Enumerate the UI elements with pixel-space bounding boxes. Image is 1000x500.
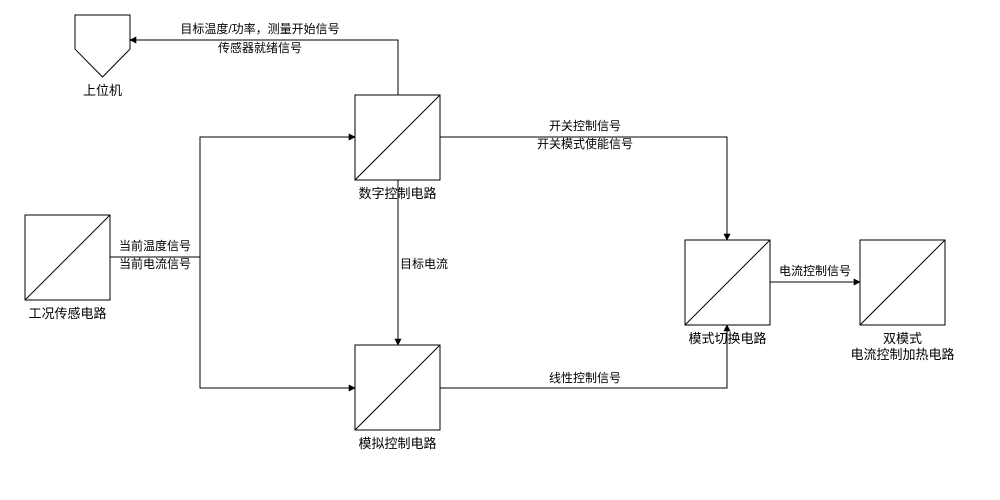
edge-path-sense_analog [200, 257, 355, 388]
edge-label1-digital_switch: 开关控制信号 [549, 119, 621, 133]
edge-digital_analog: 目标电流 [398, 180, 448, 345]
host-pentagon [75, 15, 130, 77]
node-label-analog: 模拟控制电路 [358, 436, 436, 451]
edge-analog_switch: 线性控制信号 [440, 325, 727, 388]
edge-host_digital: 目标温度/功率，测量开始信号传感器就绪信号 [130, 21, 398, 95]
edge-label1-digital_analog: 目标电流 [400, 257, 448, 271]
node-sense: 工况传感电路 [25, 215, 110, 321]
edge-label2-sense_digital: 当前电流信号 [119, 256, 191, 271]
node-label-sense: 工况传感电路 [28, 306, 106, 321]
edge-label1-sense_digital: 当前温度信号 [119, 238, 191, 253]
node-heater: 双模式电流控制加热电路 [850, 240, 954, 362]
node-label1-heater: 双模式 [883, 331, 922, 346]
edge-sense_analog [200, 257, 355, 388]
edge-switch_heater: 电流控制信号 [770, 264, 860, 282]
edge-digital_switch: 开关控制信号开关模式使能信号 [440, 119, 727, 240]
node-label-host: 上位机 [83, 83, 122, 98]
edge-label1-host_digital: 目标温度/功率，测量开始信号 [180, 21, 339, 36]
node-label2-heater: 电流控制加热电路 [850, 347, 954, 362]
node-host: 上位机 [75, 15, 130, 98]
edge-label1-switch_heater: 电流控制信号 [779, 264, 851, 278]
edge-label2-host_digital: 传感器就绪信号 [218, 40, 302, 55]
node-analog: 模拟控制电路 [355, 345, 440, 451]
edge-label2-digital_switch: 开关模式使能信号 [537, 136, 633, 151]
edge-label1-analog_switch: 线性控制信号 [549, 371, 621, 385]
edge-path-digital_switch [440, 137, 727, 240]
edge-sense_digital: 当前温度信号当前电流信号 [110, 137, 355, 271]
